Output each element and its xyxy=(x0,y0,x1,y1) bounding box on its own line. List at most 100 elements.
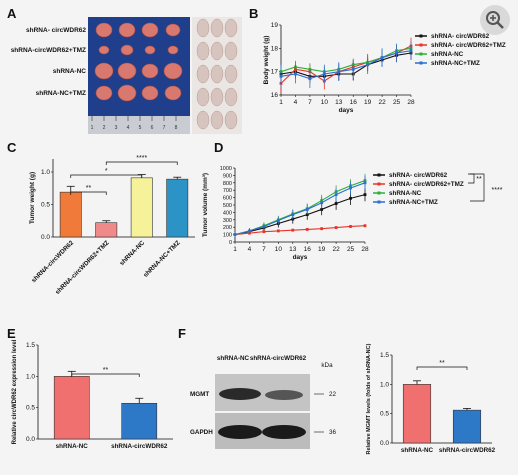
data-point xyxy=(349,186,352,190)
mouse xyxy=(196,41,210,61)
zoom-button[interactable] xyxy=(480,5,510,35)
panel-label-e: E xyxy=(7,326,16,341)
y-tick-label: 800 xyxy=(223,181,232,187)
data-point xyxy=(320,227,324,231)
legend-marker xyxy=(419,61,423,65)
ruler-tick-label: 1 xyxy=(91,125,94,131)
blot-kda-label: 22 xyxy=(329,391,337,398)
category-label: shRNA-circWDR62 xyxy=(111,443,168,450)
data-point xyxy=(294,72,297,76)
tumor xyxy=(95,22,113,38)
x-tick-label: 16 xyxy=(350,99,358,106)
x-tick-label: 22 xyxy=(332,246,340,253)
data-point xyxy=(395,51,398,55)
tumor xyxy=(141,85,159,101)
mouse xyxy=(210,18,224,38)
mouse xyxy=(224,64,238,84)
x-tick-label: 7 xyxy=(308,99,312,106)
series-line xyxy=(234,225,366,236)
legend-label: shRNA- circWDR62 xyxy=(431,33,490,40)
tumor xyxy=(117,84,137,102)
legend-label: shRNA-NC xyxy=(389,190,422,197)
data-point xyxy=(349,225,352,228)
y-tick-label: 0.5 xyxy=(26,405,35,412)
x-tick-label: 7 xyxy=(262,246,266,253)
category-label: shRNA-NC xyxy=(56,443,89,450)
bar xyxy=(130,177,153,238)
y-tick-label: 1.0 xyxy=(26,373,35,380)
y-tick-label: 0.0 xyxy=(380,440,389,447)
y-tick-label: 600 xyxy=(223,196,232,202)
tumor-photo: 1 2 3 4 5 6 7 8 xyxy=(88,17,242,134)
tumor xyxy=(118,22,136,38)
y-tick-label: 1.5 xyxy=(26,342,35,349)
legend-marker xyxy=(377,182,381,186)
significance-bracket xyxy=(468,173,475,184)
tumor xyxy=(163,62,183,80)
significance-label: ** xyxy=(86,185,92,192)
x-tick-label: 28 xyxy=(407,99,415,106)
x-tick-label: 10 xyxy=(321,99,329,106)
bar xyxy=(53,376,90,440)
blot-band xyxy=(262,425,306,439)
y-tick-label: 16 xyxy=(271,92,279,99)
x-tick-label: 1 xyxy=(279,99,283,106)
legend-label: shRNA-NC+TMZ xyxy=(389,199,438,206)
y-axis-label: Relative MGMT levels (folds of shRNA-NC) xyxy=(366,343,372,454)
y-axis-label: Tumor weight (g) xyxy=(29,172,36,224)
series-line xyxy=(280,45,412,84)
y-tick-label: 0.0 xyxy=(41,234,50,241)
mouse xyxy=(196,18,210,38)
x-axis-label: days xyxy=(293,254,308,261)
tumor xyxy=(98,45,110,55)
chart-f: 0.0 0.5 1.0 1.5 shRNA-NC shRNA-circWDR62 Relat… xyxy=(366,343,496,454)
x-tick-label: 19 xyxy=(318,246,326,253)
y-tick-label: 100 xyxy=(223,233,232,239)
ruler-tick-label: 4 xyxy=(127,125,130,131)
ruler-tick-label: 7 xyxy=(163,125,166,131)
data-point xyxy=(233,233,237,236)
mouse xyxy=(224,41,238,61)
category-label: shRNA-NC xyxy=(401,447,434,454)
y-tick-label: 200 xyxy=(223,225,232,231)
data-point xyxy=(305,208,309,211)
mouse xyxy=(210,87,224,107)
data-point xyxy=(322,72,326,76)
tumor xyxy=(167,45,179,55)
data-point xyxy=(363,181,367,185)
y-tick-label: 900 xyxy=(223,173,232,179)
x-tick-label: 19 xyxy=(364,99,372,106)
data-point xyxy=(308,77,312,81)
y-tick-label: 1.0 xyxy=(380,381,389,388)
significance-bracket xyxy=(416,366,468,370)
mouse xyxy=(196,110,210,130)
bar xyxy=(166,178,189,238)
panel-label-a: A xyxy=(7,6,17,21)
data-point xyxy=(334,193,338,197)
photo-row-label: shRNA-NC xyxy=(53,68,87,75)
mouse xyxy=(196,64,210,84)
x-tick-label: 4 xyxy=(294,99,298,106)
x-tick-label: 13 xyxy=(289,246,297,253)
tumor xyxy=(164,85,182,101)
legend-marker xyxy=(419,43,423,47)
significance-bracket xyxy=(470,173,485,202)
category-label: shRNA-NC xyxy=(118,239,146,267)
tumor xyxy=(95,85,113,101)
tumor xyxy=(120,44,134,56)
legend-label: shRNA-NC+TMZ xyxy=(431,60,480,67)
y-axis-label: Tumor volume (mm³) xyxy=(202,173,209,237)
blot-kda-label: 36 xyxy=(329,429,337,436)
chart-e: 0.0 0.5 1.0 1.5 shRNA-NC shRNA-circWDR62 Relat… xyxy=(12,339,173,450)
x-tick-label: 22 xyxy=(378,99,386,106)
photo-row-label: shRNA- circWDR62 xyxy=(26,27,86,34)
data-point xyxy=(248,229,251,233)
panel-label-c: C xyxy=(7,140,17,155)
x-tick-label: 25 xyxy=(393,99,401,106)
data-point xyxy=(291,213,295,217)
chart-b: 16 17 18 19 1 4 7 10 13 16 19 22 25 28 days Body weight… xyxy=(263,22,506,114)
category-label: shRNA-circWDR62 xyxy=(439,447,496,454)
x-tick-label: 25 xyxy=(347,246,355,253)
legend-marker xyxy=(377,200,381,204)
